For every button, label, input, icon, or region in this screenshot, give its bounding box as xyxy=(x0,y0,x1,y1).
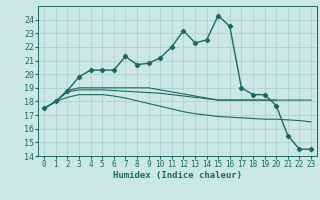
X-axis label: Humidex (Indice chaleur): Humidex (Indice chaleur) xyxy=(113,171,242,180)
